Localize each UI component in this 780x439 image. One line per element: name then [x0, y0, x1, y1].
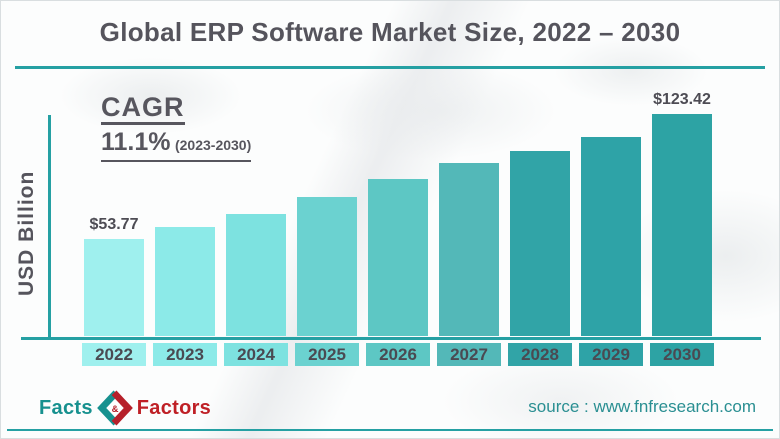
bar-2026 [368, 179, 428, 336]
bar-2030: $123.42 [652, 91, 712, 336]
x-tick-2023: 2023 [153, 343, 217, 366]
x-tick-2025: 2025 [295, 343, 359, 366]
data-label-2022: $53.77 [89, 216, 139, 233]
y-axis-line [48, 115, 51, 338]
y-axis-title: USD Billion [15, 170, 38, 297]
cagr-value-line: 11.1% (2023-2030) [101, 128, 252, 163]
x-tick-2027: 2027 [437, 343, 501, 366]
source-attribution: source : www.fnfresearch.com [528, 397, 756, 416]
bar-2029 [581, 137, 641, 336]
facts-factors-logo: Facts & Factors [39, 389, 211, 427]
x-tick-2029: 2029 [579, 343, 643, 366]
bar-2028 [510, 151, 570, 336]
cagr-value: 11.1% [101, 128, 171, 157]
data-label-2030: $123.42 [653, 91, 711, 108]
x-tick-2028: 2028 [508, 343, 572, 366]
bar-2023 [155, 227, 215, 336]
x-tick-2024: 2024 [224, 343, 288, 366]
bar-2025 [297, 197, 357, 336]
cagr-annotation: CAGR 11.1% (2023-2030) [101, 93, 252, 163]
x-tick-2030: 2030 [650, 343, 714, 366]
title-separator-line [15, 66, 765, 69]
x-axis-tick-labels: 2022 2023 2024 2025 2026 2027 2028 2029 2030 [82, 343, 714, 366]
bottom-border-line [7, 429, 773, 431]
cagr-period: (2023-2030) [174, 137, 252, 154]
logo-text-factors: Factors [136, 396, 212, 419]
bar-2027 [439, 163, 499, 336]
x-axis-line [21, 337, 761, 340]
bar-2024 [226, 214, 286, 336]
facts-factors-logo-icon: & [96, 390, 133, 426]
x-tick-2026: 2026 [366, 343, 430, 366]
bar-2022: $53.77 [84, 216, 144, 336]
cagr-label: CAGR [101, 93, 185, 126]
chart-title: Global ERP Software Market Size, 2022 – … [99, 16, 681, 47]
logo-text-facts: Facts [39, 396, 93, 419]
logo-ampersand: & [111, 404, 118, 415]
title-bar: Global ERP Software Market Size, 2022 – … [1, 1, 779, 63]
x-tick-2022: 2022 [82, 343, 146, 366]
bar-series: $53.77 $123.42 [84, 91, 712, 336]
